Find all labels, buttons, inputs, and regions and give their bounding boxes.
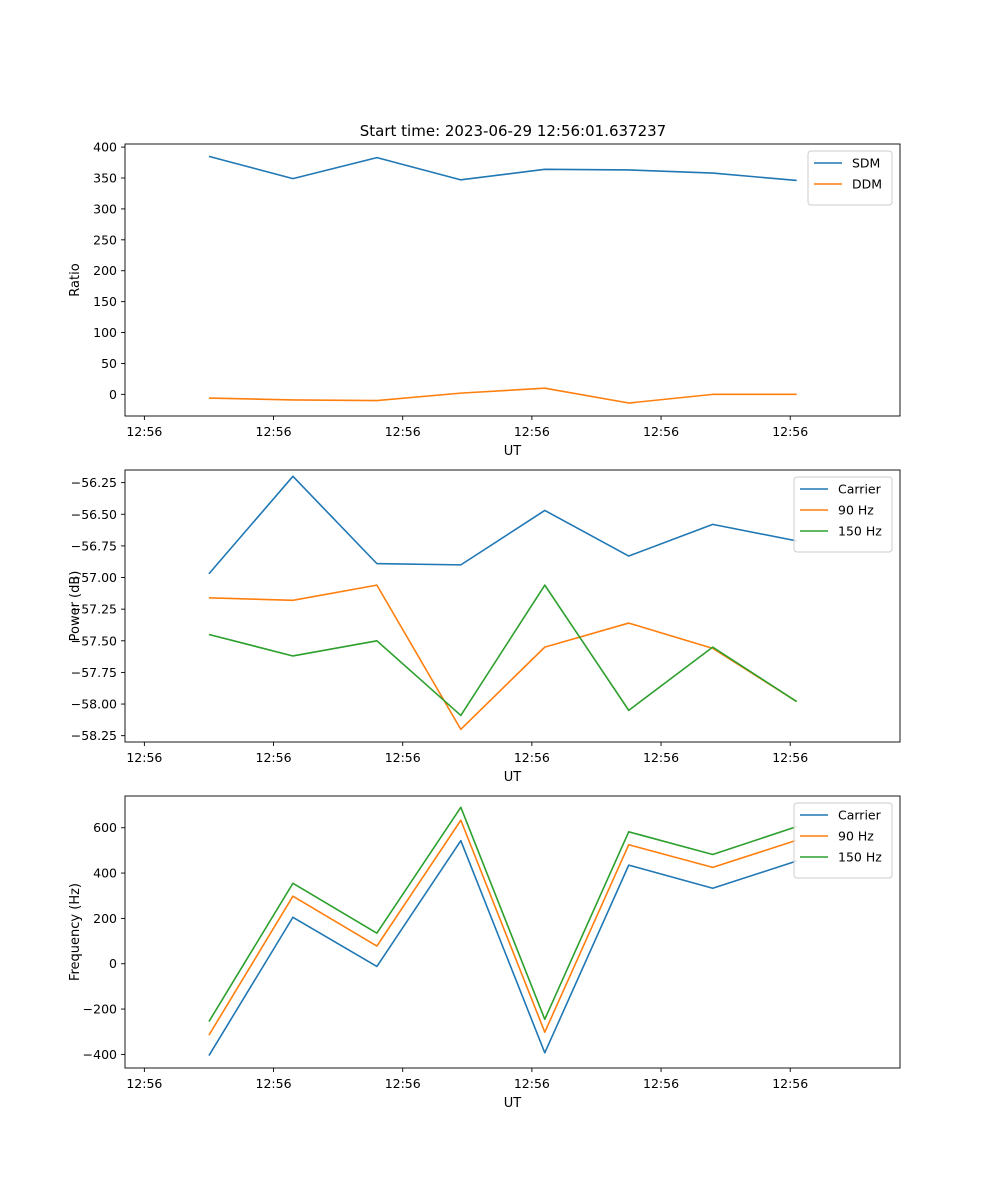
y-tick-label: −57.75	[71, 665, 117, 680]
y-tick-label: −56.75	[71, 538, 117, 553]
x-axis-label: UT	[504, 444, 522, 459]
legend-label: DDM	[852, 177, 882, 192]
y-tick-label: −200	[83, 1002, 117, 1017]
legend-box	[793, 476, 893, 553]
y-tick-label: 250	[93, 232, 117, 247]
x-tick-label: 12:56	[772, 1076, 808, 1091]
legend-label: SDM	[852, 156, 880, 171]
y-axis-label: Frequency (Hz)	[68, 883, 83, 981]
legend: Carrier 90 Hz 150 Hz	[793, 802, 893, 879]
x-tick-label: 12:56	[643, 750, 679, 765]
y-tick-label: −57.25	[71, 602, 117, 617]
axes-frame	[124, 795, 901, 1069]
x-tick-label: 12:56	[772, 424, 808, 439]
legend-box	[793, 802, 893, 879]
y-tick-label: 0	[109, 956, 117, 971]
y-tick-label: −57.50	[71, 633, 117, 648]
y-tick-label: −58.00	[71, 697, 117, 712]
x-tick-label: 12:56	[126, 1076, 162, 1091]
y-tick-label: 300	[93, 201, 117, 216]
x-tick-label: 12:56	[385, 424, 421, 439]
x-tick-label: 12:56	[126, 750, 162, 765]
figure-title: Start time: 2023-06-29 12:56:01.637237	[360, 122, 666, 140]
y-tick-label: 50	[101, 356, 117, 371]
series-line-90-hz	[208, 584, 798, 731]
chart-panel-3: 12:56 12:56 12:56 12:56 12:56 12:56 −400 −200 0 2…	[68, 795, 901, 1111]
legend-label: 150 Hz	[838, 850, 882, 865]
series-line-150-hz	[208, 584, 798, 717]
y-tick-label: 600	[93, 820, 117, 835]
legend-box	[807, 150, 893, 206]
series-line-carrier	[208, 475, 797, 575]
legend-label: 150 Hz	[838, 524, 882, 539]
y-axis-label: Ratio	[68, 263, 83, 296]
legend-label: Carrier	[838, 808, 882, 823]
legend-label: 90 Hz	[838, 829, 874, 844]
y-tick-label: 200	[93, 263, 117, 278]
y-tick-label: −56.50	[71, 507, 117, 522]
y-tick-label: −58.25	[71, 728, 117, 743]
chart-panel-1: 12:56 12:56 12:56 12:56 12:56 12:56 0 50 100 150 2…	[68, 140, 901, 459]
y-axis-label: Power (dB)	[68, 571, 83, 642]
x-tick-label: 12:56	[385, 1076, 421, 1091]
series-line-ddm	[208, 387, 797, 404]
series-line-90-hz	[208, 819, 797, 1036]
chart-panel-2: 12:56 12:56 12:56 12:56 12:56 12:56 −56.25 −56.…	[68, 469, 901, 785]
x-tick-label: 12:56	[514, 424, 550, 439]
legend-label: Carrier	[838, 482, 882, 497]
x-tick-label: 12:56	[256, 1076, 292, 1091]
x-tick-label: 12:56	[514, 1076, 550, 1091]
y-tick-label: 200	[93, 911, 117, 926]
x-axis-label: UT	[504, 1096, 522, 1111]
series-line-sdm	[208, 155, 797, 182]
legend: Carrier 90 Hz 150 Hz	[793, 476, 893, 553]
x-tick-label: 12:56	[643, 1076, 679, 1091]
series-line-150-hz	[208, 806, 797, 1022]
x-tick-label: 12:56	[256, 424, 292, 439]
x-tick-label: 12:56	[385, 750, 421, 765]
x-axis-label: UT	[504, 770, 522, 785]
y-tick-label: 0	[109, 387, 117, 402]
y-tick-label: 400	[93, 140, 117, 155]
legend-label: 90 Hz	[838, 503, 874, 518]
y-tick-label: −56.25	[71, 475, 117, 490]
legend: SDM DDM	[807, 150, 893, 206]
y-tick-label: 350	[93, 171, 117, 186]
y-tick-label: −57.00	[71, 570, 117, 585]
x-tick-label: 12:56	[643, 424, 679, 439]
axes-frame	[124, 143, 901, 417]
x-tick-label: 12:56	[514, 750, 550, 765]
y-tick-label: −400	[83, 1047, 117, 1062]
series-line-carrier	[208, 839, 797, 1056]
charts-layer: 12:56 12:56 12:56 12:56 12:56 12:56 0 50 100 150 2…	[68, 140, 901, 1111]
x-tick-label: 12:56	[772, 750, 808, 765]
y-tick-label: 400	[93, 866, 117, 881]
y-tick-label: 150	[93, 294, 117, 309]
y-tick-label: 100	[93, 325, 117, 340]
x-tick-label: 12:56	[256, 750, 292, 765]
x-tick-label: 12:56	[126, 424, 162, 439]
axes-frame	[124, 469, 901, 743]
